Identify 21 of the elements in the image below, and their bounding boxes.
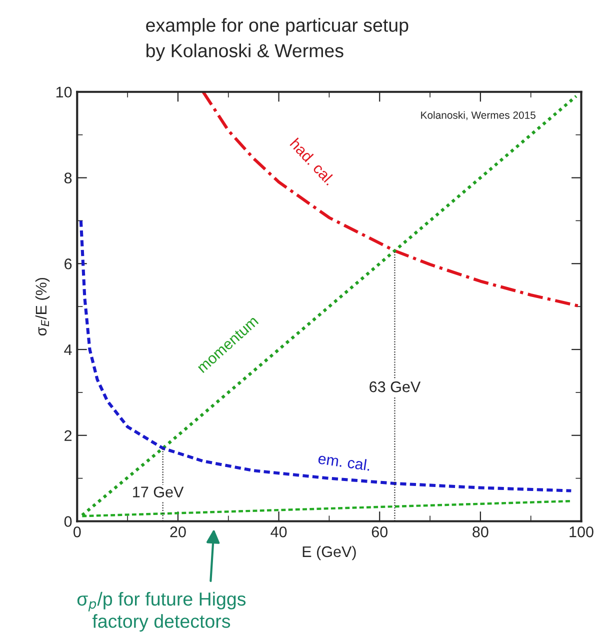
y-tick-label: 0 [64,516,72,527]
x-tick-label: 40 [270,526,287,538]
x-axis-title: E (GeV) [302,546,356,560]
x-tick-label: 20 [170,526,186,538]
x-tick-label: 80 [472,526,488,538]
x-tick-label: 100 [570,526,594,538]
x-tick-label: 60 [372,526,388,538]
text: em. cal. [318,452,370,471]
y-axis-title: σ$_{E}$/E (%) [35,278,50,336]
annotation: 63 GeV [370,381,421,392]
y-tick-label: 2 [64,430,72,441]
annotation: 17 GeV [133,486,184,498]
y-tick-label: 6 [64,258,72,270]
chart-title: example for one particuar setup [146,18,408,36]
y-tick-label: 4 [64,344,72,356]
y-tick-label: 10 [56,86,72,98]
text: σ$_{p}$/p for future Higgs factory detectors [77,592,246,632]
annotation: Kolanoski, Wermes 2015 [421,111,536,120]
y-tick-label: 8 [64,172,72,184]
x-tick-label: 0 [73,526,81,538]
chart-subtitle: by Kolanoski & Wermes [146,44,344,62]
